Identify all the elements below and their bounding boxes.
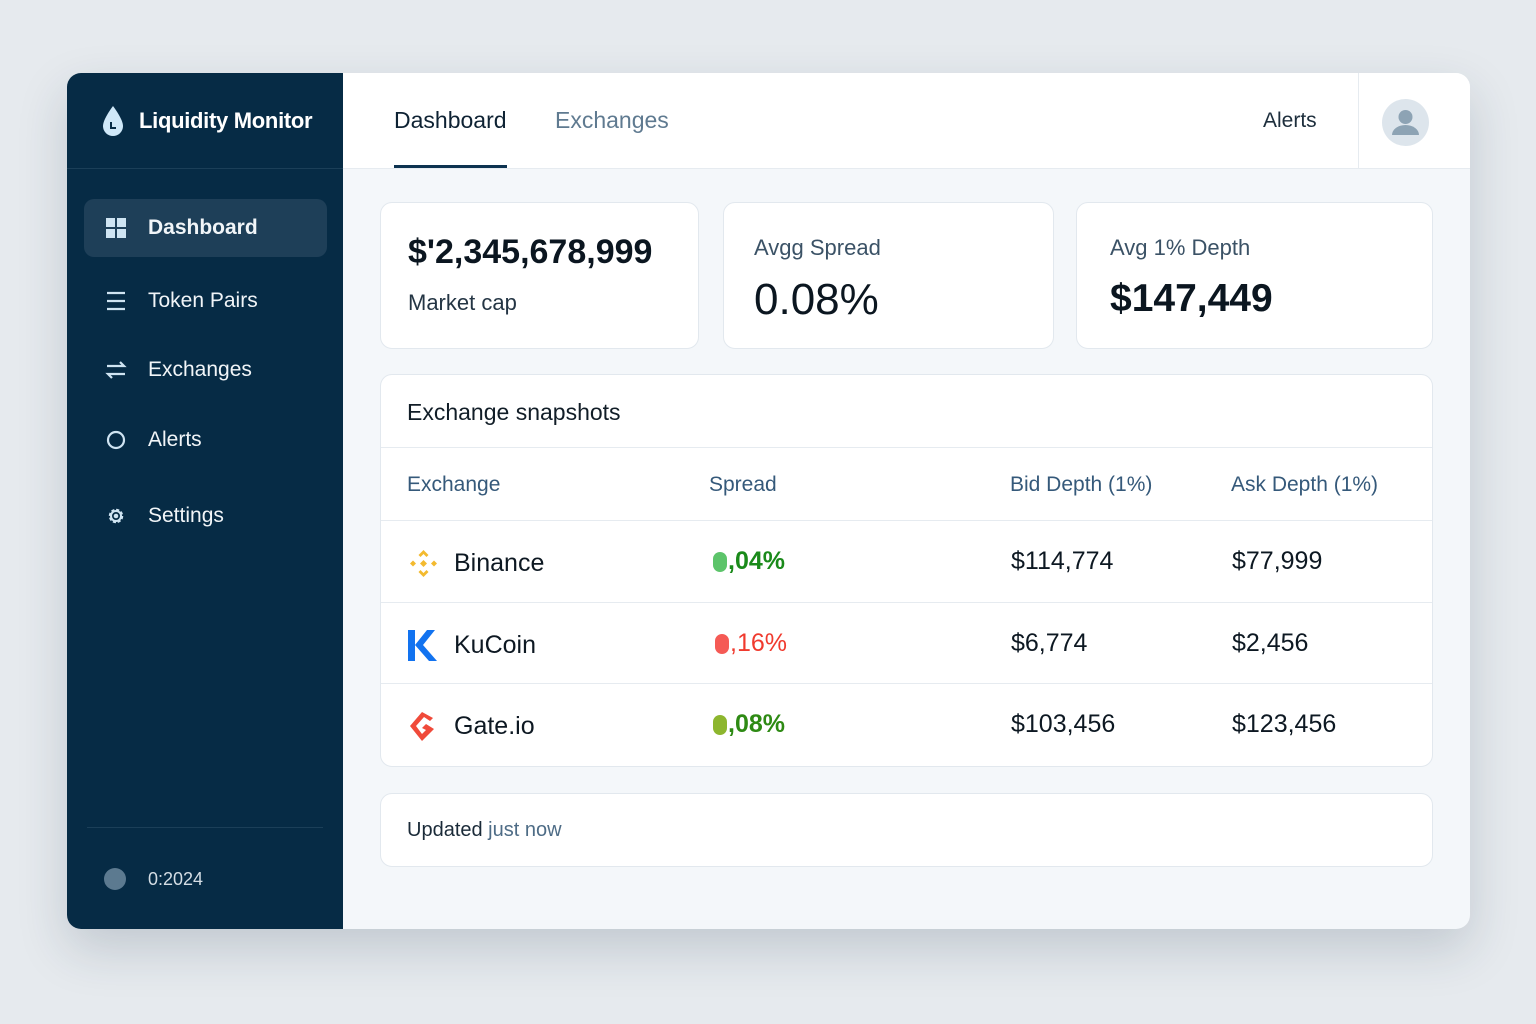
top-bar: Dashboard Exchanges Alerts <box>343 73 1470 169</box>
market-cap-label: Market cap <box>408 290 517 315</box>
grid-icon <box>104 217 128 239</box>
user-icon <box>1392 110 1419 135</box>
sidebar-item-alerts[interactable]: Alerts <box>84 411 327 469</box>
exchange-name: Binance <box>454 549 545 577</box>
table-row[interactable]: KuCoin ,16% $6,774 $2,456 <box>381 602 1432 684</box>
bid-depth-cell: $114,774 <box>1011 547 1114 575</box>
droplet-logo-icon <box>103 105 123 136</box>
tab-dashboard[interactable]: Dashboard <box>394 107 507 168</box>
avg-depth-value: $147,449 <box>1110 277 1273 320</box>
tab-exchanges[interactable]: Exchanges <box>555 107 669 133</box>
brand: Liquidity Monitor <box>67 73 343 169</box>
sidebar-item-label: Exchanges <box>148 358 252 381</box>
divider <box>381 447 1432 448</box>
table-title: Exchange snapshots <box>407 399 621 425</box>
market-cap-value: $'2,345,678,999 <box>408 233 653 271</box>
sidebar-item-settings[interactable]: Settings <box>84 487 327 545</box>
swap-icon <box>104 359 128 381</box>
spread-value: ,16% <box>730 629 787 657</box>
spread-value: ,08% <box>728 710 785 738</box>
exchange-cell: KuCoin <box>407 629 536 662</box>
exchange-snapshots-table: Exchange snapshots Exchange Spread Bid D… <box>380 374 1433 767</box>
exchange-cell: Gate.io <box>407 710 535 743</box>
status-prefix: Updated <box>407 819 489 841</box>
gateio-logo-icon <box>410 712 434 741</box>
table-row[interactable]: Gate.io ,08% $103,456 $123,456 <box>381 683 1432 765</box>
ask-depth-cell: $123,456 <box>1232 710 1337 738</box>
exchange-cell: Binance <box>407 547 544 580</box>
status-dot-icon <box>715 633 729 654</box>
sidebar-item-dashboard[interactable]: Dashboard <box>84 199 327 257</box>
column-header-bid-depth: Bid Depth (1%) <box>1010 473 1153 496</box>
ask-depth-cell: $2,456 <box>1232 629 1309 657</box>
exchange-name: Gate.io <box>454 712 535 740</box>
divider <box>1358 73 1359 169</box>
status-suffix: just now <box>488 819 562 841</box>
avg-depth-label: Avg 1% Depth <box>1110 235 1251 260</box>
column-header-spread: Spread <box>709 473 777 496</box>
status-text: Updated just now <box>407 819 562 842</box>
circle-icon <box>104 429 128 451</box>
alerts-link[interactable]: Alerts <box>1263 109 1317 132</box>
bid-depth-cell: $6,774 <box>1011 629 1088 657</box>
sidebar-item-label: Token Pairs <box>148 289 258 312</box>
footer-text: 0:2024 <box>148 868 204 889</box>
sidebar-item-token-pairs[interactable]: Token Pairs <box>84 272 327 330</box>
avg-depth-card: Avg 1% Depth $147,449 <box>1076 202 1433 349</box>
spread-cell: ,16% <box>715 629 787 658</box>
divider <box>87 827 323 828</box>
sidebar: Liquidity Monitor Dashboard Token Pairs … <box>67 73 343 929</box>
spread-cell: ,04% <box>713 547 785 576</box>
sidebar-item-exchanges[interactable]: Exchanges <box>84 341 327 399</box>
sidebar-footer: 0:2024 <box>104 868 203 890</box>
market-cap-card: $'2,345,678,999 Market cap <box>380 202 699 349</box>
ask-depth-cell: $77,999 <box>1232 547 1323 575</box>
exchange-name: KuCoin <box>454 631 536 659</box>
spread-value: ,04% <box>728 547 785 575</box>
gear-icon <box>104 505 128 527</box>
sidebar-item-label: Settings <box>148 504 224 527</box>
status-bar: Updated just now <box>380 793 1433 867</box>
status-dot-icon <box>713 714 727 735</box>
app-title: Liquidity Monitor <box>139 107 313 133</box>
avg-spread-card: Avgg Spread 0.08% <box>723 202 1054 349</box>
column-header-ask-depth: Ask Depth (1%) <box>1231 473 1379 496</box>
sidebar-item-label: Dashboard <box>148 216 258 239</box>
avatar[interactable] <box>1382 99 1429 146</box>
status-dot-icon <box>713 551 727 572</box>
app-window: Liquidity Monitor Dashboard Token Pairs … <box>67 73 1470 929</box>
kucoin-logo-icon <box>408 630 437 661</box>
status-dot-icon <box>104 868 126 890</box>
binance-logo-icon <box>410 550 437 577</box>
bid-depth-cell: $103,456 <box>1011 710 1116 738</box>
avg-spread-value: 0.08% <box>754 275 879 324</box>
table-row[interactable]: Binance ,04% $114,774 $77,999 <box>381 520 1432 602</box>
spread-cell: ,08% <box>713 710 785 739</box>
column-header-exchange: Exchange <box>407 473 501 496</box>
avg-spread-label: Avgg Spread <box>754 235 881 260</box>
sidebar-item-label: Alerts <box>148 428 202 451</box>
list-icon <box>104 290 128 312</box>
